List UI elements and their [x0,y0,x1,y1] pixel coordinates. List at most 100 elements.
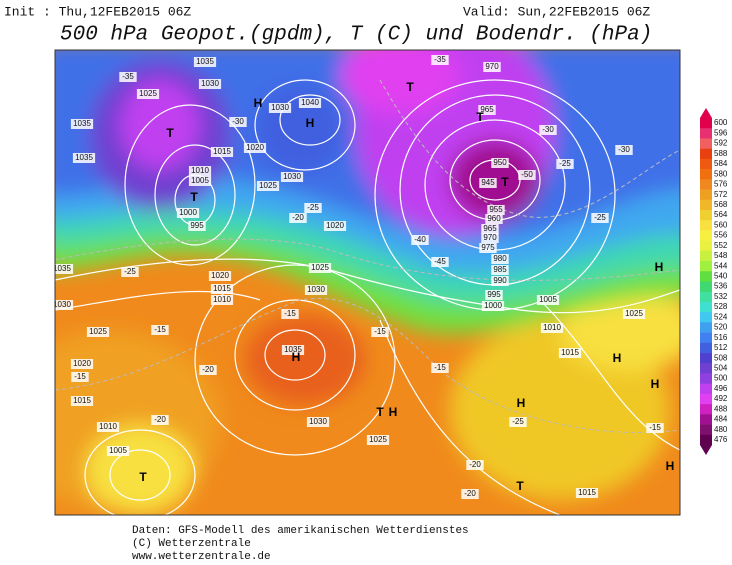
colorbar-swatch [700,158,712,170]
map-label: 1040 [301,98,319,107]
low-marker: T [501,175,509,189]
high-marker: H [651,377,660,391]
map-label: 1005 [109,446,127,455]
label-box [485,290,503,300]
colorbar-swatch [700,414,712,425]
label-box [210,284,234,294]
map-label: 1005 [191,176,209,185]
map-label: -25 [512,417,524,426]
map-label: 975 [481,243,495,252]
label-box [478,105,496,115]
map-label: -25 [307,203,319,212]
low-marker: T [166,126,174,140]
footer-copyright: (C) Wetterzentrale [132,538,251,550]
label-box [479,243,497,253]
colorbar-swatch [700,363,712,374]
label-box [481,233,499,243]
colorbar-swatch [700,209,712,221]
label-box [304,285,328,295]
map-label: -20 [292,213,304,222]
label-box [556,159,574,169]
map-label: 965 [480,105,494,114]
low-marker: T [190,190,198,204]
label-box [518,170,536,180]
map-label: 1000 [484,301,502,310]
label-box [491,254,509,264]
colorbar-label: 560 [714,220,728,229]
colorbar-swatch [700,301,712,313]
colorbar-swatch [700,291,712,303]
map-label: -15 [154,325,166,334]
label-box [70,119,94,129]
map-label: 970 [483,233,497,242]
colorbar-swatch [700,261,712,272]
map-label: -25 [559,159,571,168]
map-label: 950 [493,158,507,167]
label-box [198,79,222,89]
map-title: 500 hPa Geopot.(gpdm), T (C) und Bodendr… [60,24,652,47]
map-label: 1025 [139,89,157,98]
map-label: 1030 [53,300,71,309]
footer-url: www.wetterzentrale.de [132,551,271,563]
colorbar-swatch [700,312,712,323]
label-box [151,325,169,335]
label-box [481,301,505,311]
label-box [540,323,564,333]
colorbar-label: 484 [714,415,728,424]
label-box [55,300,74,310]
colorbar-swatch [700,250,712,262]
colorbar-swatch [700,220,712,231]
label-box [431,363,449,373]
map-label: -40 [414,235,426,244]
label-box [461,489,479,499]
label-box [70,396,94,406]
label-box [591,213,609,223]
map-label: -30 [232,117,244,126]
colorbar-label: 540 [714,272,728,281]
label-box [646,423,664,433]
low-marker: T [476,110,484,124]
map-label: 1025 [311,263,329,272]
label-box [70,359,94,369]
label-box [491,265,509,275]
label-box [119,72,137,82]
colorbar-label: 584 [714,159,728,168]
label-box [431,55,449,65]
map-label: 965 [483,224,497,233]
map-label: -20 [464,489,476,498]
map-label: -30 [618,145,630,154]
map-label: 970 [485,62,499,71]
label-box [371,327,389,337]
map-label: 1035 [196,57,214,66]
map-label: -20 [154,415,166,424]
label-box [366,435,390,445]
map-label: 1000 [179,208,197,217]
label-box [289,213,307,223]
label-box [280,172,304,182]
map-label: 960 [487,214,501,223]
map-label: 1025 [625,309,643,318]
label-box [485,214,503,224]
colorbar-swatch [700,148,712,160]
map-label: -25 [124,267,136,276]
map-label: 980 [493,254,507,263]
low-marker: T [139,470,147,484]
colorbar-label: 580 [714,169,728,178]
colorbar-label: 500 [714,374,728,383]
label-box [536,295,560,305]
label-box [71,372,89,382]
label-box [151,415,169,425]
colorbar-label: 504 [714,363,728,372]
map-label: -35 [122,72,134,81]
label-box [176,208,200,218]
colorbar-swatch [700,230,712,241]
label-box [622,309,646,319]
high-marker: H [254,96,263,110]
map-label: 990 [493,276,507,285]
colorbar-swatch [700,281,712,293]
label-box [487,205,505,215]
colorbar-swatch [700,240,712,252]
map-label: 1035 [73,119,91,128]
